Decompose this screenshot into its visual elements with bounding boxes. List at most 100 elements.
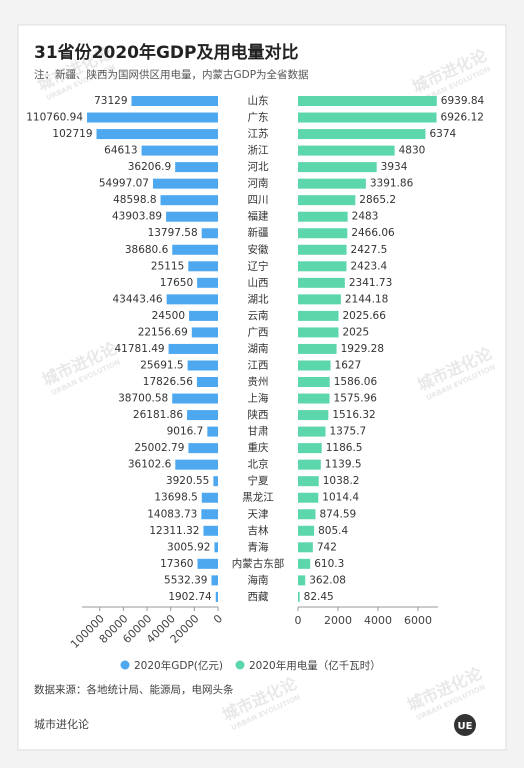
value-label: 13797.58	[148, 227, 198, 239]
value-label: 2427.5	[351, 244, 388, 256]
value-label: 1902.74	[168, 591, 212, 603]
bar	[214, 542, 218, 553]
category-label: 重庆	[248, 441, 269, 454]
bar	[188, 261, 218, 272]
bar	[298, 261, 347, 272]
value-label: 13698.5	[154, 492, 197, 504]
category-label: 湖北	[248, 293, 269, 305]
bar	[211, 575, 218, 586]
category-label: 贵州	[248, 375, 269, 388]
legend-label: 2020年GDP(亿元)	[134, 659, 223, 672]
value-label: 2466.06	[351, 227, 395, 239]
bar	[175, 162, 218, 173]
value-label: 1038.2	[323, 475, 360, 487]
bar	[298, 360, 331, 371]
value-label: 25115	[151, 260, 184, 272]
bar	[298, 244, 347, 255]
bar	[298, 393, 330, 404]
value-label: 1929.28	[341, 343, 384, 355]
category-label: 四川	[248, 194, 269, 206]
value-label: 14083.73	[147, 508, 197, 520]
bar	[298, 343, 337, 354]
bar	[201, 509, 218, 520]
value-label: 17650	[160, 277, 193, 289]
bar	[188, 443, 218, 454]
bar	[298, 96, 437, 106]
bar	[152, 178, 218, 189]
bar	[298, 525, 315, 536]
bar	[298, 145, 395, 156]
bar	[172, 244, 218, 255]
value-label: 2423.4	[350, 260, 387, 272]
bar	[298, 211, 348, 222]
bar	[215, 591, 218, 602]
bar	[175, 459, 218, 470]
value-label: 1186.5	[326, 442, 363, 454]
bar	[298, 426, 326, 437]
legend-swatch	[235, 660, 245, 670]
category-label: 广西	[248, 326, 269, 338]
bar	[298, 377, 330, 388]
x-tick-label: 6000	[404, 614, 432, 627]
value-label: 3391.86	[370, 178, 414, 190]
category-label: 青海	[248, 540, 269, 553]
value-label: 9016.7	[167, 426, 204, 438]
category-label: 宁夏	[248, 474, 269, 487]
bar	[203, 525, 218, 536]
bar	[298, 476, 319, 487]
bar	[87, 112, 218, 123]
category-label: 天津	[248, 508, 269, 520]
bar	[189, 310, 218, 321]
value-label: 25002.79	[134, 442, 184, 454]
category-label: 黑龙江	[242, 491, 274, 504]
bar	[298, 129, 426, 140]
value-label: 54997.07	[99, 178, 149, 190]
value-label: 1516.32	[332, 409, 375, 421]
value-label: 874.59	[319, 508, 356, 520]
bar	[187, 410, 218, 421]
bar	[298, 228, 348, 239]
x-tick-label: 0	[295, 614, 302, 627]
bar	[166, 294, 218, 305]
value-label: 48598.8	[113, 194, 156, 206]
value-label: 3920.55	[166, 475, 209, 487]
value-label: 2025.66	[343, 310, 387, 322]
value-label: 805.4	[318, 525, 348, 537]
value-label: 1014.4	[322, 492, 359, 504]
category-label: 甘肃	[248, 425, 269, 438]
category-label: 云南	[248, 309, 269, 322]
value-label: 41781.49	[114, 343, 164, 355]
bar	[172, 393, 218, 404]
bar	[298, 575, 306, 586]
bar	[197, 277, 218, 288]
value-label: 26181.86	[133, 409, 183, 421]
value-label: 43903.89	[112, 211, 162, 223]
value-label: 6939.84	[441, 95, 485, 107]
logo: UE	[458, 721, 473, 732]
value-label: 1139.5	[325, 459, 362, 471]
value-label: 5532.39	[164, 574, 207, 586]
chart-subtitle: 注：新疆、陕西为国网供区用电量，内蒙古GDP为全省数据	[34, 68, 309, 81]
bar	[160, 195, 218, 206]
category-label: 广东	[248, 111, 269, 124]
category-label: 北京	[248, 458, 269, 471]
source: 数据来源：各地统计局、能源局，电网头条	[34, 683, 234, 696]
brand: 城市进化论	[34, 717, 89, 731]
bar	[298, 558, 311, 569]
bar	[207, 426, 218, 437]
value-label: 25691.5	[140, 359, 183, 371]
category-label: 湖南	[248, 342, 269, 355]
value-label: 2865.2	[359, 194, 396, 206]
value-label: 2483	[352, 211, 379, 223]
value-label: 1575.96	[334, 393, 378, 405]
value-label: 36206.9	[128, 161, 171, 173]
value-label: 38700.58	[118, 393, 168, 405]
value-label: 38680.6	[125, 244, 169, 256]
value-label: 110760.94	[26, 112, 83, 124]
bar	[166, 211, 218, 222]
bar	[298, 591, 300, 602]
value-label: 610.3	[314, 558, 344, 570]
category-label: 河南	[248, 177, 269, 190]
value-label: 36102.6	[128, 459, 172, 471]
